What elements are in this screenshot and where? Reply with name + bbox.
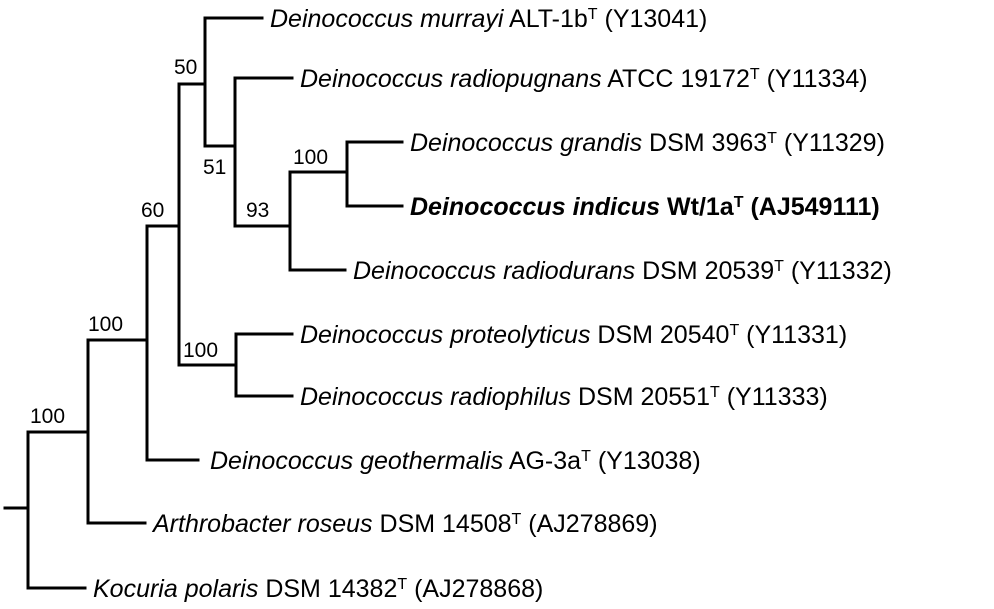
taxon-name: Arthrobacter	[151, 510, 292, 538]
taxon-name: Deinococcus	[210, 447, 353, 475]
taxon-name: Deinococcus	[270, 5, 413, 33]
taxon-epithet: murrayi	[420, 5, 505, 33]
type-strain-mark: T	[397, 576, 407, 593]
taxon-accession: (Y11334)	[767, 65, 868, 93]
taxon-name	[178, 575, 185, 603]
taxon-proteolyticus: Deinococcus proteolyticus DSM 20540T (Y1…	[300, 321, 847, 349]
taxon-arthrobacter-roseus: Arthrobacter roseus DSM 14508T (AJ278869…	[151, 510, 658, 538]
taxon-radiopugnans: Deinococcus radiopugnans ATCC 19172T (Y1…	[300, 65, 868, 93]
type-strain-mark: T	[774, 258, 784, 275]
taxon-accession: (Y11331)	[746, 321, 847, 349]
taxon-name: Kocuria	[93, 575, 178, 603]
taxon-accession: (Y11329)	[784, 129, 885, 157]
taxon-strain: DSM 14508	[380, 510, 512, 538]
bootstrap-93: 93	[246, 199, 269, 222]
taxon-epithet: radiophilus	[450, 383, 571, 411]
taxon-strain	[590, 321, 597, 349]
taxon-accession	[720, 383, 727, 411]
taxon-name	[443, 321, 450, 349]
taxon-accession: (AJ549111)	[750, 193, 879, 221]
taxon-strain: DSM 20551	[578, 383, 710, 411]
type-strain-mark: T	[750, 66, 760, 83]
taxon-accession: (Y11332)	[791, 257, 892, 285]
taxon-accession: (AJ278869)	[528, 510, 657, 538]
taxon-strain	[635, 257, 642, 285]
taxon-name	[353, 447, 360, 475]
tree-branches	[3, 16, 404, 590]
taxon-epithet: geothermalis	[360, 447, 503, 475]
taxon-accession	[784, 257, 791, 285]
taxon-strain: ATCC 19172	[607, 65, 750, 93]
bootstrap-51: 51	[203, 156, 226, 179]
taxon-accession: (Y13038)	[598, 447, 701, 475]
taxon-strain	[258, 575, 265, 603]
taxon-name: Deinococcus	[300, 65, 443, 93]
taxon-geothermalis: Deinococcus geothermalis AG-3aT (Y13038)	[210, 447, 701, 475]
type-strain-mark: T	[710, 384, 720, 401]
taxon-accession	[521, 510, 528, 538]
type-strain-mark: T	[588, 6, 598, 23]
taxon-accession	[407, 575, 414, 603]
type-strain-mark: T	[734, 194, 744, 211]
taxon-epithet: proteolyticus	[449, 321, 590, 349]
bootstrap-50: 50	[174, 56, 197, 79]
taxon-epithet: grandis	[560, 129, 642, 157]
taxon-name: Deinococcus	[410, 129, 553, 157]
taxon-accession	[744, 193, 751, 221]
taxon-murrayi: Deinococcus murrayi ALT-1bT (Y13041)	[270, 5, 707, 33]
taxon-name	[553, 129, 560, 157]
taxon-name	[496, 257, 503, 285]
taxon-strain: DSM 20539	[642, 257, 774, 285]
taxon-strain	[642, 129, 649, 157]
taxon-accession: (Y13041)	[605, 5, 708, 33]
taxon-kocuria-polaris: Kocuria polaris DSM 14382T (AJ278868)	[93, 575, 543, 603]
taxon-strain	[571, 383, 578, 411]
taxon-epithet: radiopugnans	[450, 65, 602, 93]
taxon-strain: DSM 14382	[265, 575, 397, 603]
taxon-strain: Wt/1a	[667, 193, 735, 221]
taxon-epithet: polaris	[184, 575, 259, 603]
taxon-labels: Deinococcus murrayi ALT-1bT (Y13041) Dei…	[93, 5, 892, 603]
taxon-radiophilus: Deinococcus radiophilus DSM 20551T (Y113…	[300, 383, 828, 411]
bootstrap-60: 60	[141, 199, 164, 222]
taxon-accession	[598, 5, 605, 33]
bootstrap-values: 50 51 93 100 100 60 100 100	[30, 56, 328, 428]
type-strain-mark: T	[512, 511, 522, 528]
taxon-name	[413, 5, 420, 33]
taxon-accession	[739, 321, 746, 349]
taxon-accession	[760, 65, 767, 93]
taxon-strain: DSM 20540	[597, 321, 729, 349]
taxon-strain: AG-3a	[509, 447, 581, 475]
taxon-epithet: indicus	[573, 193, 661, 221]
taxon-accession	[591, 447, 598, 475]
taxon-name	[443, 65, 450, 93]
bootstrap-100-deinococcus: 100	[88, 313, 123, 336]
type-strain-mark: T	[767, 130, 777, 147]
taxon-name: Deinococcus	[410, 193, 566, 221]
taxon-name	[566, 193, 573, 221]
type-strain-mark: T	[729, 322, 739, 339]
bootstrap-100-ingroup: 100	[30, 405, 65, 428]
taxon-radiodurans: Deinococcus radiodurans DSM 20539T (Y113…	[353, 257, 892, 285]
taxon-accession	[777, 129, 784, 157]
taxon-accession: (Y11333)	[727, 383, 828, 411]
taxon-name: Deinococcus	[300, 321, 443, 349]
bootstrap-100-grandis: 100	[293, 146, 328, 169]
taxon-name: Deinococcus	[300, 383, 443, 411]
taxon-name	[443, 383, 450, 411]
taxon-strain	[373, 510, 380, 538]
taxon-strain: ALT-1b	[509, 5, 588, 33]
taxon-name: Deinococcus	[353, 257, 496, 285]
taxon-epithet: radiodurans	[503, 257, 635, 285]
taxon-name	[291, 510, 298, 538]
taxon-strain: DSM 3963	[649, 129, 767, 157]
taxon-strain	[660, 193, 667, 221]
taxon-epithet: roseus	[298, 510, 373, 538]
taxon-grandis: Deinococcus grandis DSM 3963T (Y11329)	[410, 129, 885, 157]
type-strain-mark: T	[581, 448, 591, 465]
taxon-accession: (AJ278868)	[414, 575, 543, 603]
bootstrap-100-proteo: 100	[183, 339, 218, 362]
taxon-indicus: Deinococcus indicus Wt/1aT (AJ549111)	[410, 193, 880, 221]
